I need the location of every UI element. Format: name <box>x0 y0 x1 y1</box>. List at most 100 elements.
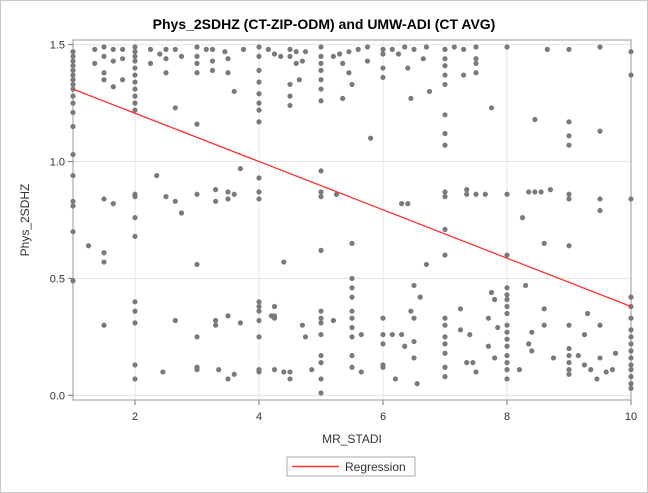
data-point <box>628 362 634 368</box>
data-point <box>442 63 448 69</box>
data-point <box>628 196 634 202</box>
data-point <box>120 56 126 62</box>
data-point <box>132 320 138 326</box>
data-point <box>628 294 634 300</box>
data-point <box>318 320 324 326</box>
data-point <box>194 70 200 76</box>
data-point <box>333 191 340 197</box>
data-point <box>355 46 361 52</box>
data-point <box>213 198 219 204</box>
legend-box <box>286 456 416 477</box>
data-point <box>504 303 510 310</box>
data-point <box>464 359 470 366</box>
data-point <box>318 98 324 104</box>
data-point <box>225 56 231 62</box>
data-point <box>364 58 371 64</box>
data-point <box>213 187 219 193</box>
data-point <box>566 133 572 139</box>
data-point <box>380 315 386 321</box>
data-point <box>209 46 216 52</box>
data-point <box>364 44 371 50</box>
plot-area <box>72 39 632 401</box>
data-point <box>417 294 423 300</box>
data-point <box>495 324 501 331</box>
data-point <box>101 322 107 328</box>
data-point <box>70 49 76 55</box>
data-point <box>473 369 479 375</box>
y-tick-label: 0.0 <box>50 390 65 402</box>
data-point <box>575 352 581 359</box>
data-point <box>340 60 346 66</box>
data-point <box>70 203 76 209</box>
data-point <box>566 359 572 366</box>
data-point <box>628 381 634 387</box>
data-point <box>70 72 76 78</box>
data-point <box>609 367 616 373</box>
data-point <box>504 44 510 50</box>
x-tick-label: 2 <box>132 411 138 423</box>
regression-layer <box>72 88 632 308</box>
data-point <box>442 315 448 321</box>
data-point <box>526 341 532 347</box>
data-point <box>172 105 178 111</box>
data-point <box>547 187 554 193</box>
data-point <box>566 196 572 202</box>
data-point <box>330 317 336 324</box>
data-point <box>163 70 169 76</box>
data-point <box>70 172 76 179</box>
data-point <box>101 196 107 202</box>
data-point <box>318 53 324 59</box>
data-point <box>92 46 98 52</box>
data-point <box>172 317 178 324</box>
data-point <box>163 56 169 62</box>
data-point <box>442 226 448 232</box>
data-point <box>581 362 588 368</box>
y-tick-label: 0.5 <box>50 273 65 285</box>
data-point <box>504 359 510 366</box>
data-point <box>442 322 448 328</box>
data-point <box>213 317 219 324</box>
data-point <box>70 198 76 204</box>
data-point <box>337 51 343 57</box>
data-point <box>70 109 76 116</box>
data-point <box>237 320 243 326</box>
data-point <box>256 303 262 310</box>
data-point <box>550 355 557 361</box>
data-point <box>318 44 324 50</box>
data-point <box>132 194 138 200</box>
data-point <box>132 44 138 50</box>
data-point <box>442 81 448 88</box>
data-point <box>442 46 448 52</box>
data-point <box>194 53 200 59</box>
data-point <box>349 364 355 370</box>
data-point <box>194 261 200 268</box>
data-point <box>70 53 76 59</box>
data-point <box>70 93 76 99</box>
data-point <box>349 240 355 246</box>
data-point <box>330 53 336 59</box>
data-point <box>504 252 510 258</box>
data-point <box>222 49 228 55</box>
data-point <box>442 350 448 356</box>
data-point <box>628 49 634 55</box>
data-point <box>110 46 116 52</box>
data-point <box>457 327 464 333</box>
data-point <box>203 46 209 52</box>
data-point <box>178 210 185 216</box>
data-point <box>101 250 107 256</box>
data-point <box>464 191 470 197</box>
y-axis-label: Phys_2SDHZ <box>18 184 32 257</box>
data-point <box>101 44 107 50</box>
data-point <box>349 324 355 331</box>
data-point <box>85 243 92 249</box>
data-point <box>101 77 107 83</box>
data-point <box>293 60 299 66</box>
data-point <box>529 348 535 354</box>
data-point <box>318 168 324 174</box>
data-point <box>504 352 510 359</box>
data-point <box>526 189 532 195</box>
y-tick-label: 1.0 <box>50 157 65 169</box>
x-tick-label: 6 <box>380 411 386 423</box>
data-point <box>132 72 138 78</box>
data-point <box>628 385 634 391</box>
